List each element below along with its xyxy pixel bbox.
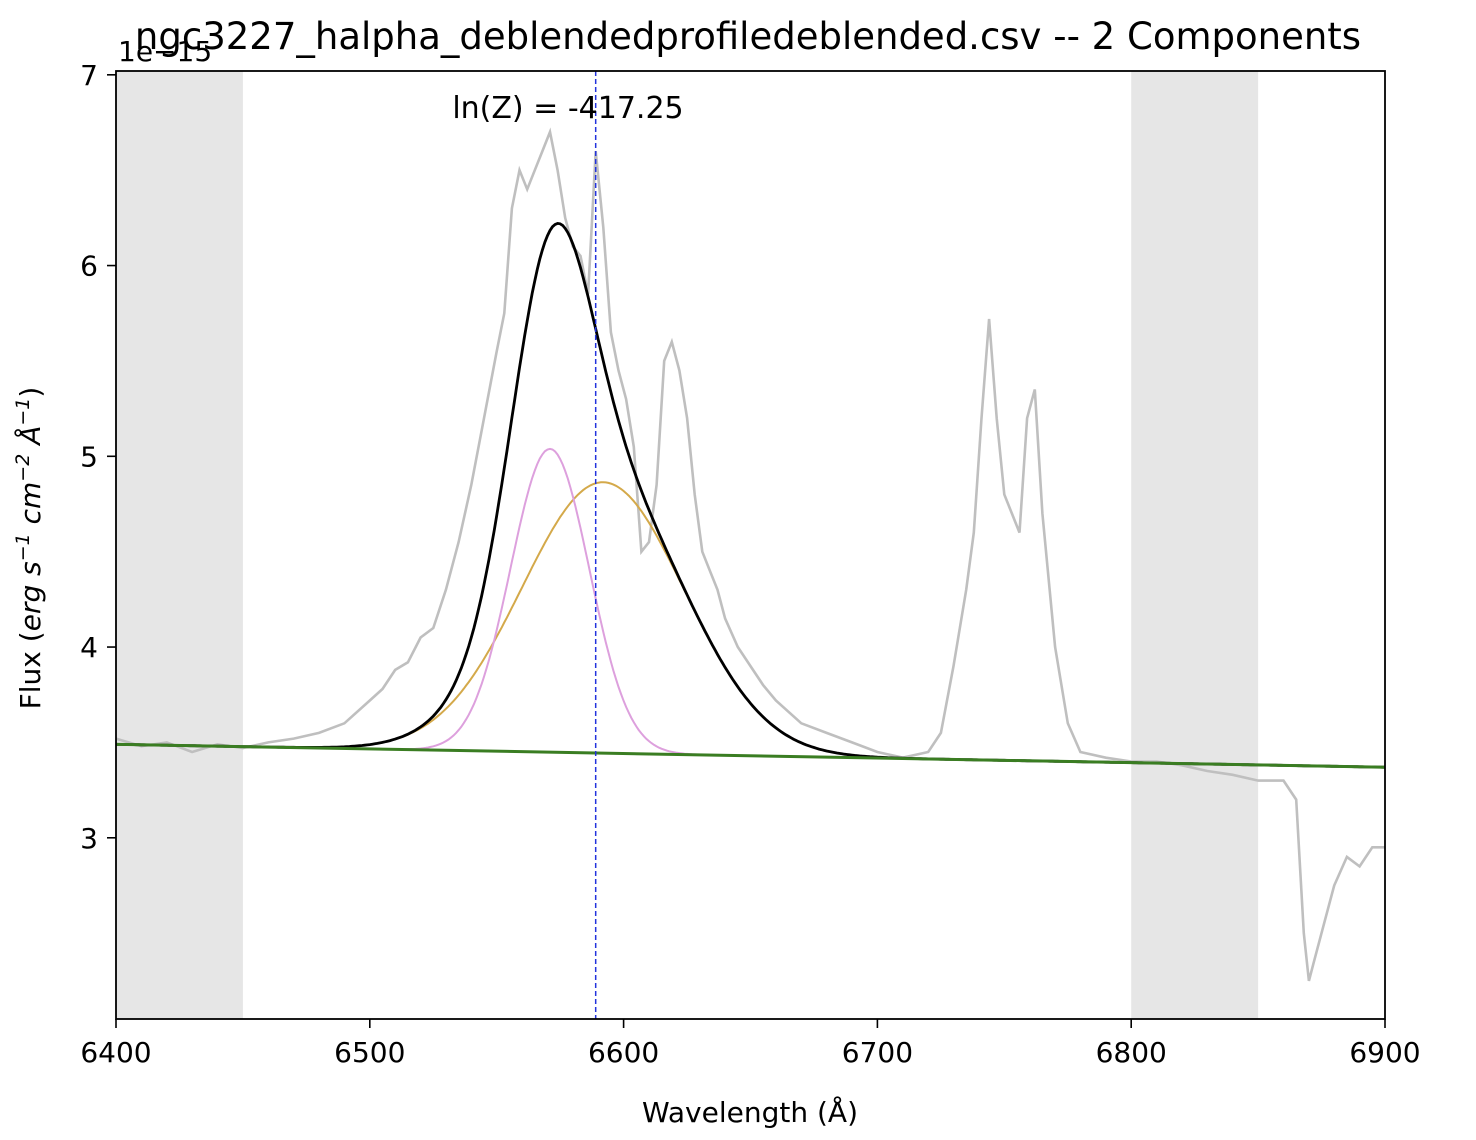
x-tick-label-6400: 6400 <box>80 1036 151 1069</box>
y-axis-label-angstrom: Å <box>13 426 47 454</box>
x-tick-label-6900: 6900 <box>1349 1036 1420 1069</box>
y-axis-label: Flux (erg s−1 cm−2 Å−1) <box>12 387 47 710</box>
x-tick-label-6700: 6700 <box>842 1036 913 1069</box>
y-tick-label-7: 7 <box>80 59 98 92</box>
y-axis-label-erg: erg s <box>14 561 47 631</box>
y-axis-label-suffix: ) <box>14 387 47 398</box>
y-axis-label-exp1: −1 <box>12 533 34 561</box>
y-tick-label-4: 4 <box>80 631 98 664</box>
y-tick-label-6: 6 <box>80 250 98 283</box>
chart-title: ngc3227_halpha_deblendedprofiledeblended… <box>135 15 1361 58</box>
plot-frame <box>115 70 1386 1020</box>
y-tick-label-5: 5 <box>80 440 98 473</box>
x-axis-ticks: 6400 6500 6600 6700 6800 6900 <box>80 1019 1421 1069</box>
y-axis-label-exp2: −2 <box>12 454 34 482</box>
x-tick-label-6500: 6500 <box>334 1036 405 1069</box>
x-tick-label-6800: 6800 <box>1096 1036 1167 1069</box>
x-tick-label-6600: 6600 <box>588 1036 659 1069</box>
shaded-region-0 <box>116 71 243 1019</box>
y-axis-label-cm: cm <box>14 482 47 534</box>
y-axis-ticks: 3 4 5 6 7 <box>80 59 116 855</box>
y-axis-label-prefix: Flux ( <box>14 631 47 709</box>
y-axis-label-exp3: −1 <box>12 398 34 426</box>
y-axis-offset-label: 1e−15 <box>118 35 212 68</box>
x-axis-label: Wavelength (Å) <box>642 1095 858 1129</box>
shaded-region-1 <box>1131 71 1259 1019</box>
continuum-line <box>116 742 1385 769</box>
y-tick-label-3: 3 <box>80 822 98 855</box>
shaded-regions <box>116 71 1259 1019</box>
lnz-annotation: ln(Z) = -417.25 <box>452 91 683 126</box>
